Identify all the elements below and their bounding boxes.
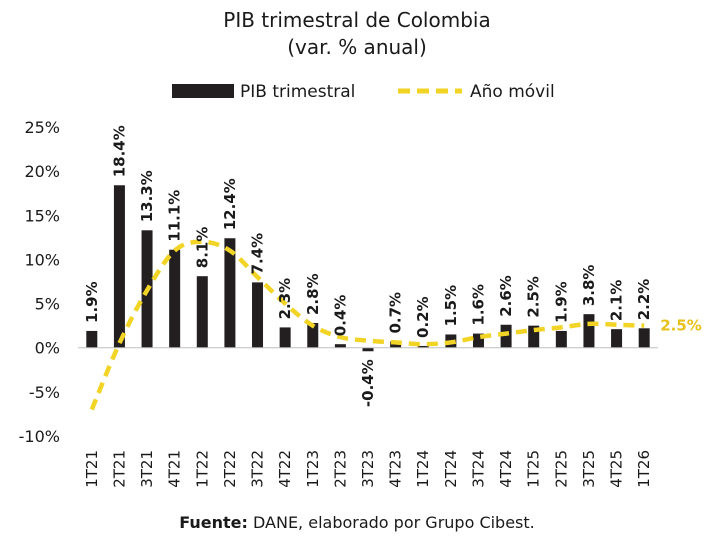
data-label: 12.4% <box>221 178 239 230</box>
y-axis: -10% -5% 0% 5% 10% 15% 20% 25% <box>19 118 60 446</box>
data-label: 11.1% <box>166 190 184 242</box>
legend-label-bar: PIB trimestral <box>240 82 355 102</box>
data-label: 1.5% <box>442 285 460 327</box>
data-label: 0.7% <box>387 292 405 334</box>
bar <box>196 276 208 348</box>
x-tick-label: 3T21 <box>138 450 156 488</box>
x-tick-label: 3T23 <box>359 450 377 488</box>
x-tick-label: 1T24 <box>414 450 432 488</box>
data-label: 7.4% <box>249 233 267 275</box>
x-tick-label: 4T23 <box>387 450 405 488</box>
bar <box>528 325 540 348</box>
data-label: 0.4% <box>331 295 349 337</box>
bar <box>169 249 181 348</box>
x-tick-label: 2T22 <box>221 450 239 488</box>
bar <box>252 282 264 348</box>
bar <box>224 238 236 348</box>
x-tick-label: 3T22 <box>249 450 267 488</box>
y-tick-label: 5% <box>35 295 60 314</box>
bar <box>113 185 125 348</box>
bar <box>555 330 567 348</box>
legend-label-line: Año móvil <box>470 82 555 102</box>
x-tick-label: 4T21 <box>166 450 184 488</box>
data-label: 0.2% <box>414 296 432 338</box>
data-label: -0.4% <box>359 359 377 407</box>
x-tick-label: 1T22 <box>193 450 211 488</box>
source-label: Fuente: <box>179 513 248 532</box>
x-tick-label: 3T25 <box>580 450 598 488</box>
bar <box>417 345 429 348</box>
bar <box>334 344 346 348</box>
x-axis: 1T21 2T21 3T21 4T21 1T22 2T22 3T22 4T22 1T23 2T23… <box>83 450 653 488</box>
source-note: Fuente: DANE, elaborado por Grupo Cibest… <box>179 513 535 532</box>
x-tick-label: 1T21 <box>83 450 101 488</box>
data-label: 2.3% <box>276 278 294 320</box>
bar <box>279 327 291 348</box>
y-tick-label: -5% <box>29 383 60 402</box>
data-label: 2.1% <box>608 280 626 322</box>
legend: PIB trimestral Año móvil <box>172 82 555 102</box>
data-label: 2.8% <box>304 273 322 315</box>
data-label: 1.9% <box>83 281 101 323</box>
data-label: 2.6% <box>497 275 515 317</box>
bar <box>611 329 623 348</box>
data-label: 1.6% <box>469 284 487 326</box>
x-tick-label: 2T24 <box>442 450 460 488</box>
bar <box>362 347 374 352</box>
x-tick-label: 1T25 <box>525 450 543 488</box>
y-tick-label: 20% <box>24 162 60 181</box>
bar <box>638 328 650 348</box>
x-tick-label: 4T25 <box>608 450 626 488</box>
x-tick-label: 4T22 <box>276 450 294 488</box>
chart-subtitle: (var. % anual) <box>287 35 427 59</box>
data-label: 1.9% <box>552 281 570 323</box>
end-value-label: 2.5% <box>660 317 702 335</box>
data-label: 8.1% <box>193 227 211 269</box>
data-label: 2.5% <box>525 276 543 318</box>
y-tick-label: 15% <box>24 206 60 225</box>
x-tick-label: 2T23 <box>331 450 349 488</box>
chart-title: PIB trimestral de Colombia <box>223 8 490 32</box>
data-label: 18.4% <box>110 125 128 177</box>
line-path <box>89 239 645 411</box>
bar <box>307 322 319 348</box>
bar <box>86 330 98 348</box>
legend-bar-swatch <box>172 84 234 98</box>
x-tick-label: 1T26 <box>635 450 653 488</box>
x-tick-label: 1T23 <box>304 450 322 488</box>
bar <box>472 333 484 348</box>
data-label: 3.8% <box>580 265 598 307</box>
y-tick-label: -10% <box>19 427 60 446</box>
x-tick-label: 2T21 <box>110 450 128 488</box>
source-text: DANE, elaborado por Grupo Cibest. <box>248 513 535 532</box>
x-tick-label: 3T24 <box>469 450 487 488</box>
x-tick-label: 2T25 <box>552 450 570 488</box>
bar <box>500 324 512 348</box>
line-series <box>89 239 645 411</box>
y-tick-label: 25% <box>24 118 60 137</box>
data-labels: 1.9% 18.4% 13.3% 11.1% 8.1% 12.4% 7.4% 2.3% 2.8%… <box>83 125 653 407</box>
x-tick-label: 4T24 <box>497 450 515 488</box>
data-label: 13.3% <box>138 170 156 222</box>
y-tick-label: 0% <box>35 339 60 358</box>
bar <box>583 314 595 348</box>
data-label: 2.2% <box>635 279 653 321</box>
y-tick-label: 10% <box>24 250 60 269</box>
